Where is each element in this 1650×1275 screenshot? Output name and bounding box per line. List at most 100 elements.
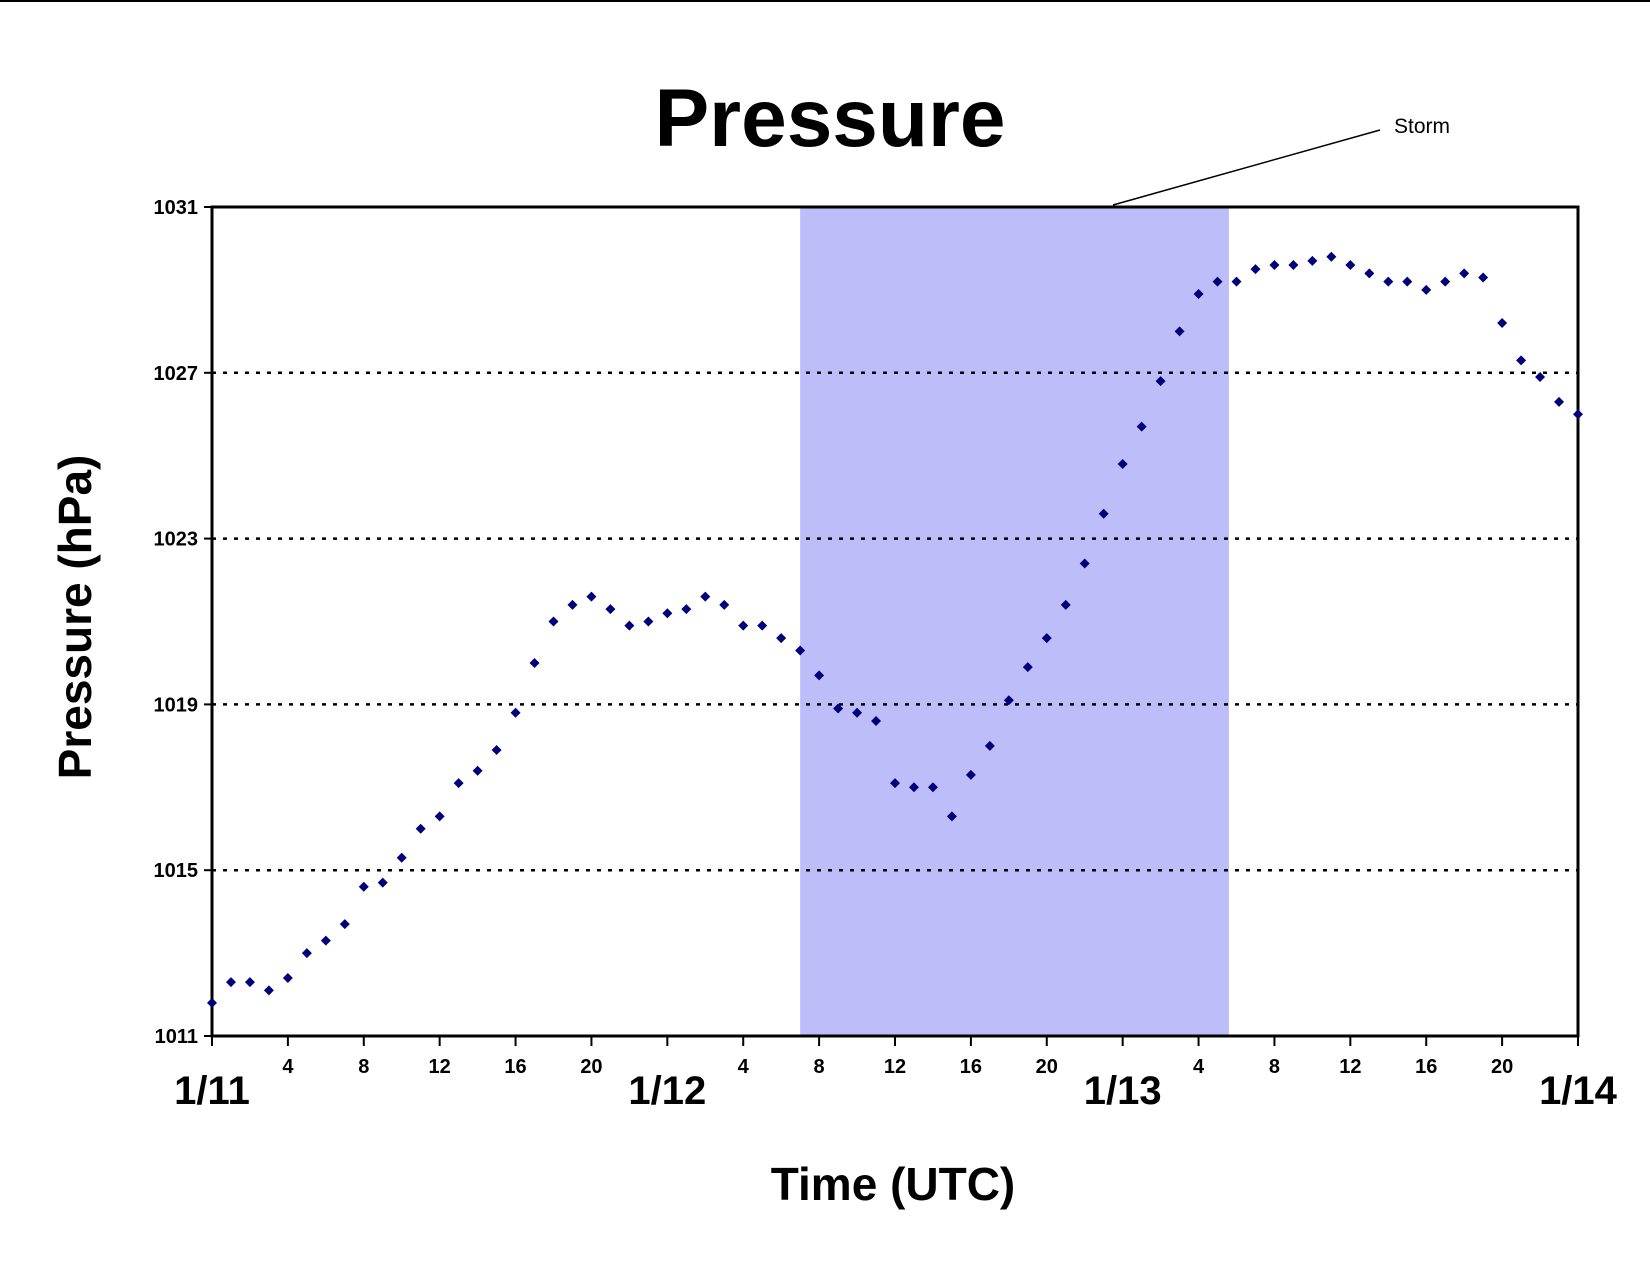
data-point (681, 604, 692, 615)
data-point (965, 769, 976, 780)
x-tick-label: 8 (358, 1056, 369, 1078)
data-point (1003, 695, 1014, 706)
data-point (415, 823, 426, 834)
data-point (643, 616, 654, 627)
data-point (1212, 276, 1223, 287)
data-point (453, 778, 464, 789)
data-point (1402, 276, 1413, 287)
data-point (1364, 268, 1375, 279)
data-point (1193, 289, 1204, 300)
data-point (757, 620, 768, 631)
data-point (320, 935, 331, 946)
data-point (282, 972, 293, 983)
data-point (586, 591, 597, 602)
data-point (605, 604, 616, 615)
data-point (1516, 355, 1527, 366)
data-point (852, 707, 863, 718)
data-point (1573, 409, 1583, 420)
data-point (225, 977, 236, 988)
data-point (776, 633, 787, 644)
y-tick-label: 1031 (154, 197, 199, 219)
storm-annotation-label: Storm (1394, 115, 1450, 138)
data-point (1459, 268, 1470, 279)
data-point (871, 715, 882, 726)
x-tick-label: 8 (1269, 1056, 1280, 1078)
date-label: 1/11 (174, 1069, 250, 1113)
chart-title: Pressure (654, 73, 1005, 164)
data-point (814, 670, 825, 681)
data-point (1421, 284, 1432, 295)
data-point (1022, 662, 1033, 673)
data-point (700, 591, 711, 602)
data-point (377, 877, 388, 888)
data-point (263, 985, 274, 996)
data-point (1345, 260, 1356, 271)
data-point (1326, 251, 1337, 262)
date-label: 1/12 (628, 1069, 706, 1113)
data-point (491, 744, 502, 755)
x-tick-label: 20 (1036, 1056, 1058, 1078)
data-point (1383, 276, 1394, 287)
x-tick-label: 12 (429, 1056, 451, 1078)
y-tick-label: 1019 (154, 694, 199, 716)
data-point (244, 977, 255, 988)
data-point (339, 919, 350, 930)
x-tick-label: 12 (884, 1056, 906, 1078)
data-point (207, 997, 217, 1008)
data-point (434, 811, 445, 822)
data-point (1250, 264, 1261, 275)
data-point (1041, 633, 1052, 644)
date-label: 1/13 (1084, 1069, 1162, 1113)
x-tick-label: 16 (960, 1056, 982, 1078)
data-point (1174, 326, 1185, 337)
x-tick-label: 12 (1339, 1056, 1361, 1078)
data-point (1079, 558, 1090, 569)
data-point (833, 703, 844, 714)
data-point (548, 616, 559, 627)
data-point (1117, 458, 1128, 469)
data-point (1060, 599, 1071, 610)
data-point (1440, 276, 1451, 287)
data-point (624, 620, 635, 631)
x-tick-label: 16 (504, 1056, 526, 1078)
data-point (738, 620, 749, 631)
y-tick-label: 1027 (154, 363, 199, 385)
data-point (301, 948, 312, 959)
data-point (1535, 371, 1546, 382)
data-point (1136, 421, 1147, 432)
data-point (1478, 272, 1489, 283)
x-tick-label: 20 (1491, 1056, 1513, 1078)
data-point (358, 881, 369, 892)
data-point (1307, 255, 1318, 266)
data-point (472, 765, 483, 776)
data-point (510, 707, 521, 718)
x-tick-label: 4 (738, 1056, 750, 1078)
storm-shaded-region (800, 207, 1229, 1036)
data-point (1269, 260, 1280, 271)
data-point (662, 608, 673, 619)
data-point (529, 657, 540, 668)
data-point (1288, 260, 1299, 271)
data-point (396, 852, 407, 863)
data-point (946, 811, 957, 822)
date-label: 1/14 (1539, 1069, 1618, 1113)
y-tick-label: 1011 (155, 1026, 198, 1048)
x-axis-title: Time (UTC) (771, 1158, 1016, 1210)
data-point (719, 599, 730, 610)
data-point (795, 645, 806, 656)
y-tick-label: 1015 (154, 860, 199, 882)
plot-area: 1011 1015 1019 1023 1027 1031 4 8 12 16 20 4 8 12 16 20… (154, 115, 1618, 1113)
data-point (908, 782, 919, 793)
storm-annotation-line (1112, 129, 1381, 206)
x-tick-label: 4 (282, 1056, 294, 1078)
data-point (1231, 276, 1242, 287)
x-tick-label: 4 (1193, 1056, 1205, 1078)
x-tick-label: 8 (814, 1056, 825, 1078)
data-point (1497, 318, 1508, 329)
y-tick-label: 1023 (154, 529, 199, 551)
data-point (1098, 508, 1109, 519)
data-point (927, 782, 938, 793)
data-point (567, 599, 578, 610)
data-point (984, 740, 995, 751)
